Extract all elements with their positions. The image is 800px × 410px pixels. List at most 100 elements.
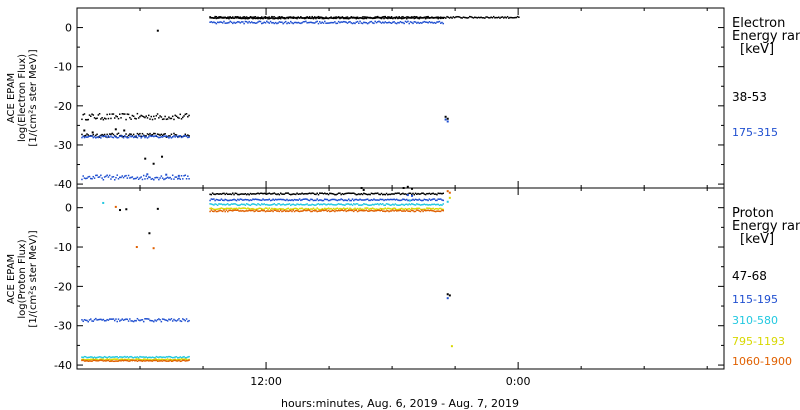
- data-point: [91, 135, 93, 137]
- data-point: [96, 117, 98, 119]
- data-point: [113, 134, 115, 136]
- data-point: [447, 201, 449, 203]
- data-point: [337, 23, 339, 25]
- data-point: [114, 117, 116, 119]
- data-point: [289, 23, 291, 25]
- data-point: [119, 209, 121, 211]
- data-point: [143, 321, 145, 323]
- data-point: [409, 200, 411, 202]
- y-tick-label: -20: [54, 280, 72, 293]
- data-point: [159, 319, 161, 321]
- data-point: [285, 21, 287, 23]
- data-point: [114, 320, 116, 322]
- data-marks: [81, 16, 519, 362]
- y-tick-label: -30: [54, 139, 72, 152]
- data-point: [149, 177, 151, 179]
- y-tick-label: -30: [54, 320, 72, 333]
- data-point: [122, 135, 124, 137]
- data-point: [357, 21, 359, 23]
- data-point: [358, 23, 360, 25]
- y-tick-label: 0: [65, 22, 72, 35]
- data-point: [291, 211, 293, 213]
- electron-legend-entry: 175-315: [732, 126, 778, 139]
- proton-ylabel-line-3: [1/(cm²s ster MeV)]: [28, 230, 39, 327]
- data-point: [211, 194, 213, 196]
- data-point: [209, 200, 211, 202]
- data-point: [151, 116, 153, 118]
- data-point: [90, 116, 92, 118]
- data-point: [316, 198, 318, 200]
- data-point: [115, 177, 117, 179]
- data-point: [81, 319, 83, 321]
- data-point: [393, 21, 395, 23]
- data-point: [104, 134, 106, 136]
- data-point: [178, 175, 180, 177]
- data-point: [309, 16, 311, 18]
- data-point: [128, 137, 130, 139]
- data-point: [161, 321, 163, 323]
- data-point: [434, 198, 436, 200]
- data-point: [222, 22, 224, 24]
- data-point: [226, 209, 228, 211]
- data-point: [135, 320, 137, 322]
- data-point: [144, 158, 146, 160]
- proton-ylabel-line-1: ACE EPAM: [6, 254, 17, 304]
- data-point: [144, 178, 146, 180]
- data-point: [149, 133, 151, 135]
- data-point: [108, 118, 110, 120]
- data-point: [188, 135, 190, 137]
- data-point: [103, 119, 105, 121]
- y-tick-label: -20: [54, 100, 72, 113]
- data-point: [115, 206, 117, 208]
- series-electron-0: [81, 16, 519, 165]
- data-point: [161, 175, 163, 177]
- data-point: [139, 135, 141, 137]
- data-point: [88, 321, 90, 323]
- data-point: [443, 18, 445, 20]
- data-point: [116, 116, 118, 118]
- data-point: [507, 16, 509, 17]
- data-point: [316, 193, 318, 195]
- data-point: [318, 23, 320, 25]
- data-point: [242, 21, 244, 23]
- data-point: [187, 175, 189, 177]
- data-point: [315, 200, 317, 202]
- data-point: [217, 205, 219, 207]
- data-point: [181, 321, 183, 323]
- data-point: [334, 21, 336, 23]
- data-point: [136, 246, 138, 248]
- data-point: [188, 359, 190, 361]
- data-point: [363, 189, 365, 191]
- x-tick-label: 0:00: [506, 375, 531, 388]
- data-point: [123, 177, 125, 179]
- data-point: [128, 320, 130, 322]
- data-point: [171, 118, 173, 120]
- data-point: [100, 137, 102, 139]
- data-point: [351, 200, 353, 202]
- data-point: [82, 321, 84, 323]
- data-point: [158, 179, 160, 181]
- series-proton-2: [81, 200, 449, 359]
- data-point: [411, 195, 413, 197]
- data-point: [143, 135, 145, 137]
- y-tick-label: -40: [54, 359, 72, 372]
- data-point: [137, 113, 139, 115]
- axes: 0-10-20-30-400-10-20-30-4012:00 0:00: [54, 8, 724, 388]
- data-point: [171, 318, 173, 320]
- data-point: [125, 119, 127, 121]
- data-point: [125, 133, 127, 135]
- data-point: [445, 119, 447, 121]
- data-point: [186, 318, 188, 320]
- data-point: [391, 16, 393, 18]
- data-point: [213, 198, 215, 200]
- data-point: [103, 179, 105, 181]
- data-point: [113, 318, 115, 320]
- proton-legend: Proton Energy ran [keV] 47-68 115-195 31…: [732, 206, 800, 368]
- data-point: [164, 116, 166, 118]
- data-point: [105, 135, 107, 137]
- data-point: [449, 192, 451, 194]
- series-proton-0: [119, 186, 451, 297]
- data-point: [449, 197, 451, 199]
- series-proton-3: [81, 197, 453, 361]
